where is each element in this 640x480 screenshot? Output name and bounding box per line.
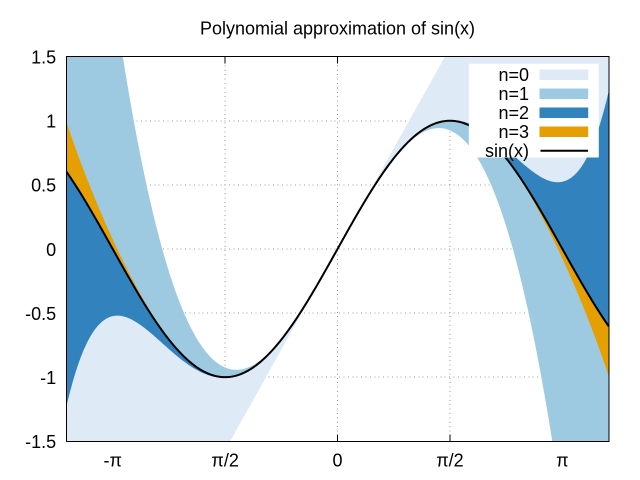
svg-text:0: 0 xyxy=(46,240,56,260)
svg-text:-1.5: -1.5 xyxy=(25,432,56,452)
svg-text:-1: -1 xyxy=(40,368,56,388)
svg-text:0.5: 0.5 xyxy=(31,176,56,196)
svg-text:n=0: n=0 xyxy=(498,65,529,85)
svg-text:π/2: π/2 xyxy=(436,450,463,470)
svg-text:0: 0 xyxy=(333,450,343,470)
svg-text:-π: -π xyxy=(103,450,121,470)
svg-text:-0.5: -0.5 xyxy=(25,304,56,324)
svg-text:n=2: n=2 xyxy=(498,103,529,123)
svg-text:π/2: π/2 xyxy=(211,450,238,470)
svg-text:Polynomial approximation of si: Polynomial approximation of sin(x) xyxy=(200,19,475,39)
svg-text:1.5: 1.5 xyxy=(31,47,56,67)
svg-text:n=1: n=1 xyxy=(498,84,529,104)
svg-text:π: π xyxy=(556,450,568,470)
svg-text:sin(x): sin(x) xyxy=(485,141,529,161)
svg-text:n=3: n=3 xyxy=(498,122,529,142)
svg-text:1: 1 xyxy=(46,112,56,132)
